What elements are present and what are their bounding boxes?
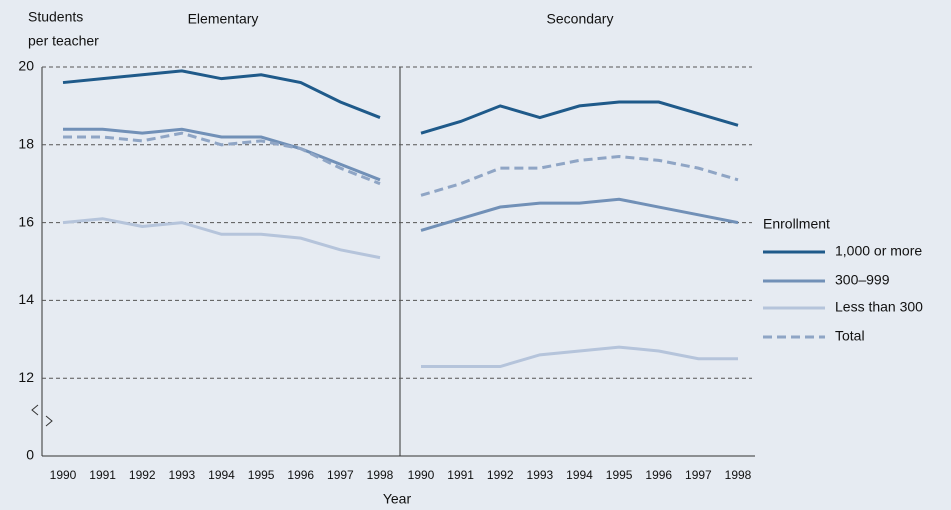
x-tick-label: 1991	[447, 468, 474, 482]
y-tick-label: 0	[26, 447, 34, 463]
x-tick-label: 1997	[685, 468, 712, 482]
legend-label: Total	[835, 328, 865, 344]
line-series	[420, 197, 739, 232]
line-series	[420, 100, 739, 135]
x-tick-label: 1996	[645, 468, 672, 482]
legend-title: Enrollment	[763, 216, 830, 232]
legend-label: 1,000 or more	[835, 243, 922, 259]
x-axis-label: Year	[383, 491, 412, 507]
x-tick-label: 1992	[129, 468, 156, 482]
line-series	[420, 154, 739, 197]
x-tick-label: 1994	[566, 468, 593, 482]
x-tick-label: 1990	[50, 468, 77, 482]
y-axis-label: per teacher	[28, 33, 99, 49]
y-axis-label: Students	[28, 9, 83, 25]
y-tick-label: 16	[18, 213, 34, 229]
x-tick-label: 1995	[248, 468, 275, 482]
x-tick-label: 1992	[487, 468, 514, 482]
axis-break	[31, 404, 53, 427]
x-tick-label: 1993	[169, 468, 196, 482]
y-tick-label: 20	[18, 58, 34, 74]
legend-label: 300–999	[835, 272, 890, 288]
legend-label: Less than 300	[835, 299, 923, 315]
y-tick-label: 14	[18, 291, 34, 307]
x-tick-label: 1998	[725, 468, 752, 482]
line-series	[63, 127, 381, 182]
x-tick-label: 1997	[327, 468, 354, 482]
panel-title: Secondary	[547, 11, 614, 27]
x-tick-label: 1996	[287, 468, 314, 482]
line-series	[62, 217, 381, 260]
x-tick-label: 1991	[89, 468, 116, 482]
line-series	[421, 345, 738, 369]
line-series	[63, 131, 381, 186]
y-tick-label: 18	[18, 136, 34, 152]
y-tick-label: 12	[18, 369, 34, 385]
x-tick-label: 1995	[606, 468, 633, 482]
x-tick-label: 1993	[527, 468, 554, 482]
x-tick-label: 1994	[208, 468, 235, 482]
x-tick-label: 1998	[367, 468, 394, 482]
panel-title: Elementary	[188, 11, 259, 27]
x-tick-label: 1990	[408, 468, 435, 482]
line-series	[62, 69, 381, 119]
